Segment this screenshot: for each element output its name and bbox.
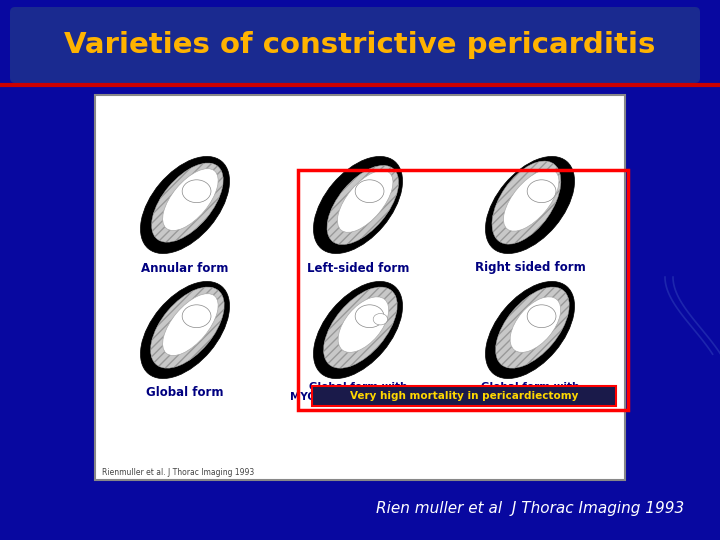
Text: MYOCARDIAL ATROPHY: MYOCARDIAL ATROPHY — [290, 392, 426, 402]
Ellipse shape — [163, 294, 218, 355]
Ellipse shape — [323, 287, 397, 368]
Ellipse shape — [495, 287, 570, 368]
Ellipse shape — [527, 305, 556, 328]
Text: Rienmuller et al. J Thorac Imaging 1993: Rienmuller et al. J Thorac Imaging 1993 — [102, 468, 254, 477]
Ellipse shape — [313, 157, 402, 254]
Text: Global form with: Global form with — [309, 382, 408, 392]
Bar — [312, 386, 616, 406]
Ellipse shape — [338, 171, 393, 232]
Ellipse shape — [355, 305, 384, 328]
Ellipse shape — [163, 168, 218, 231]
Text: Global form with: Global form with — [481, 382, 579, 392]
Text: Rien muller et al  J Thorac Imaging 1993: Rien muller et al J Thorac Imaging 1993 — [376, 501, 684, 516]
Ellipse shape — [492, 161, 561, 244]
Ellipse shape — [485, 281, 575, 379]
Ellipse shape — [510, 297, 561, 353]
Text: Global form: Global form — [146, 387, 224, 400]
Ellipse shape — [182, 305, 211, 328]
Ellipse shape — [150, 287, 224, 368]
Ellipse shape — [373, 314, 387, 325]
Ellipse shape — [152, 163, 223, 242]
FancyBboxPatch shape — [10, 7, 700, 83]
Text: Annular form: Annular form — [141, 261, 229, 274]
Text: Very high mortality in pericardiectomy: Very high mortality in pericardiectomy — [350, 391, 578, 401]
Ellipse shape — [485, 157, 575, 254]
Ellipse shape — [527, 180, 556, 202]
Ellipse shape — [338, 297, 389, 353]
Ellipse shape — [182, 180, 211, 202]
Ellipse shape — [503, 169, 559, 231]
Text: Varieties of constrictive pericarditis: Varieties of constrictive pericarditis — [64, 31, 656, 59]
Text: MYOCARDIAL FIBROSIS: MYOCARDIAL FIBROSIS — [462, 392, 598, 402]
Ellipse shape — [140, 157, 230, 254]
Text: Left-sided form: Left-sided form — [307, 261, 409, 274]
Bar — [95, 95, 625, 480]
Bar — [298, 170, 628, 410]
Ellipse shape — [313, 281, 402, 379]
Text: Right sided form: Right sided form — [474, 261, 585, 274]
Ellipse shape — [355, 180, 384, 202]
Ellipse shape — [140, 281, 230, 379]
Ellipse shape — [327, 165, 399, 245]
